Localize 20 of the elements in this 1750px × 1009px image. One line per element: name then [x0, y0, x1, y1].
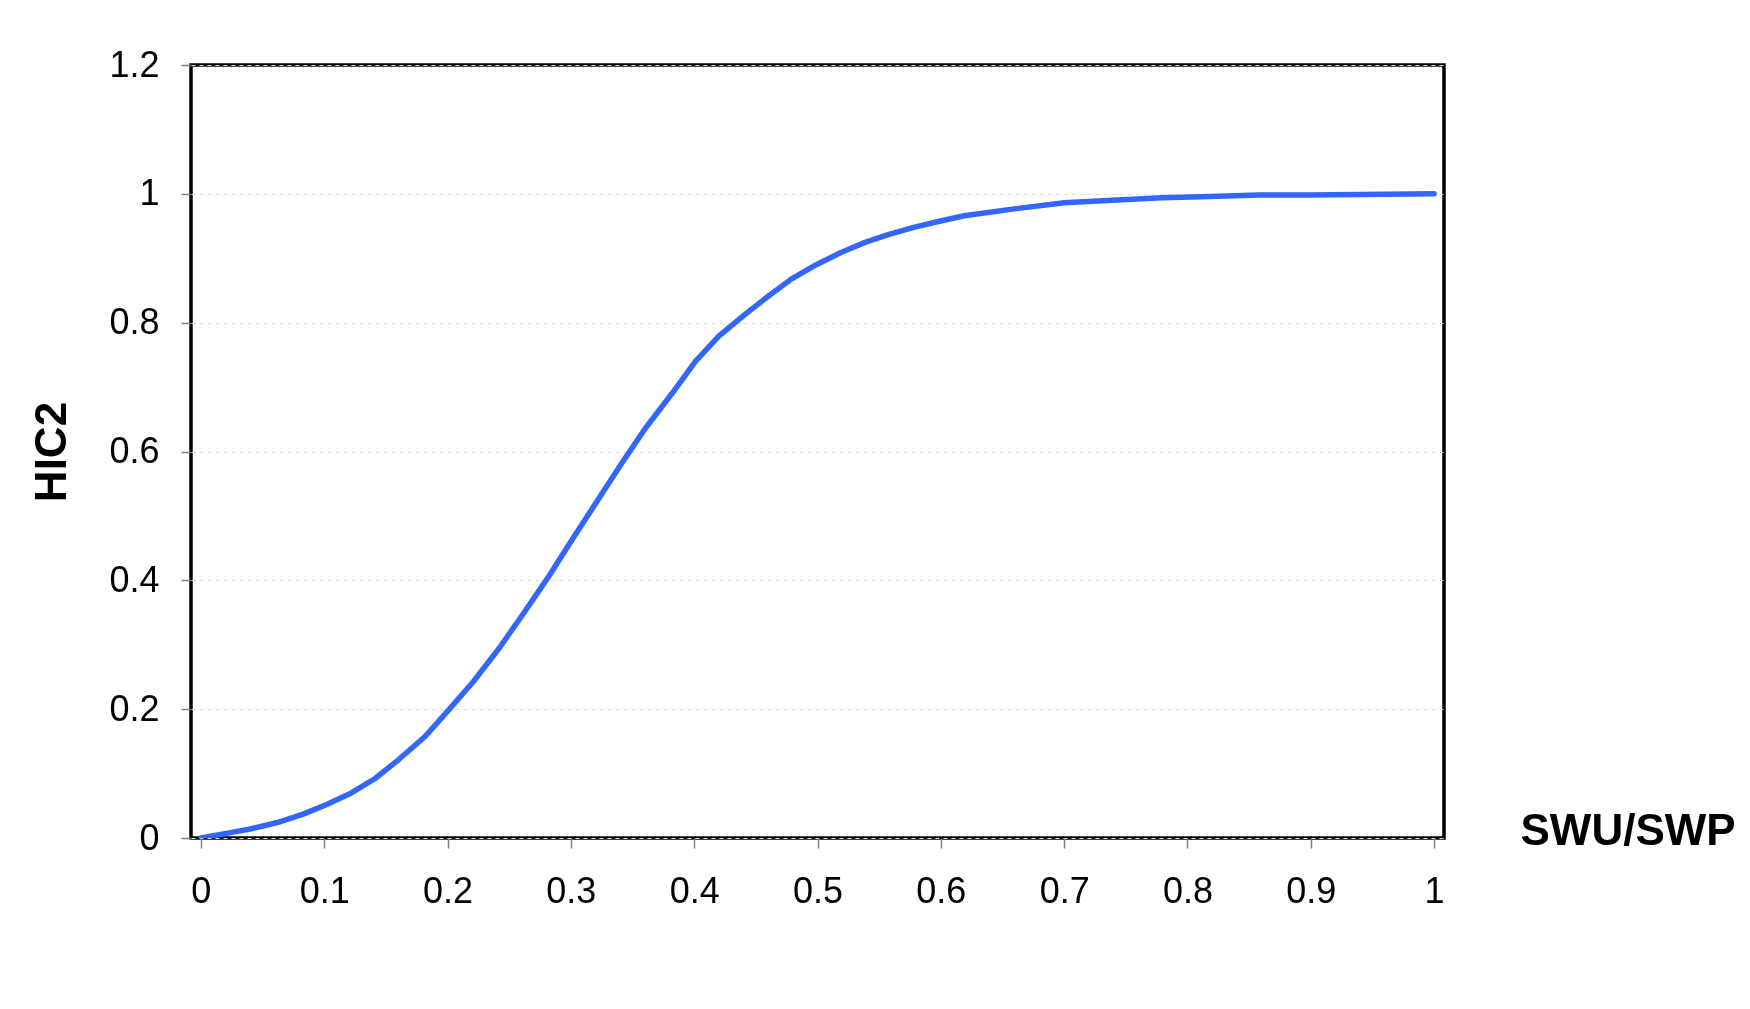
x-tick-label: 0 [191, 869, 212, 911]
y-tick-label: 0.2 [109, 687, 160, 729]
x-tick-label: 0.9 [1286, 869, 1337, 911]
y-tick-label: 0.8 [109, 301, 160, 343]
x-tick-label: 0.8 [1162, 869, 1213, 911]
x-tick-label: 0.3 [546, 869, 597, 911]
y-tick-label: 1 [139, 172, 160, 214]
y-axis-title: HIC2 [25, 401, 75, 503]
x-tick-label: 0.6 [916, 869, 967, 911]
x-tick-label: 0.1 [299, 869, 350, 911]
y-tick-label: 1.2 [109, 43, 160, 85]
x-axis-title: SWU/SWP [1520, 804, 1736, 854]
y-tick-label: 0.4 [109, 558, 160, 600]
x-tick-label: 0.4 [669, 869, 720, 911]
x-tick-label: 0.7 [1039, 869, 1090, 911]
x-tick-label: 0.5 [792, 869, 844, 911]
y-tick-label: 0 [139, 816, 160, 858]
y-tick-label: 0.6 [109, 430, 160, 471]
x-tick-label: 0.2 [423, 869, 474, 911]
x-tick-label: 1 [1424, 869, 1445, 911]
